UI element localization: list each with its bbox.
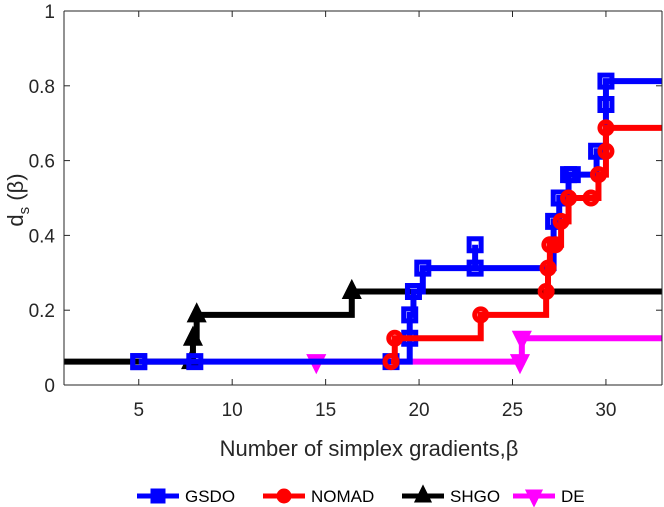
series-gsdo-point bbox=[130, 353, 148, 371]
legend-gsdo-label: GSDO bbox=[185, 487, 235, 506]
series-nomad-point bbox=[589, 166, 607, 184]
series-nomad-point bbox=[537, 283, 555, 300]
series-gsdo-point bbox=[550, 189, 568, 207]
series-shgo-point bbox=[341, 278, 362, 299]
series-gsdo-point bbox=[466, 259, 484, 277]
series-gsdo-point bbox=[597, 72, 615, 90]
x-axis-label: Number of simplex gradients,β bbox=[220, 436, 519, 461]
series-nomad-point bbox=[582, 189, 600, 207]
series-nomad-point bbox=[552, 212, 570, 230]
legend-shgo-label: SHGO bbox=[450, 487, 500, 506]
series-nomad-point bbox=[597, 119, 615, 137]
series-de-point bbox=[511, 330, 532, 351]
x-tick-label: 25 bbox=[502, 400, 523, 421]
legend-nomad-marker bbox=[276, 488, 292, 504]
legend-de-label: DE bbox=[561, 487, 585, 506]
series-nomad-point bbox=[597, 142, 615, 160]
y-axis-label: ds (β) bbox=[3, 173, 33, 226]
series-gsdo-point bbox=[597, 96, 615, 113]
legend: GSDO NOMAD SHGO DE bbox=[137, 484, 585, 507]
series-gsdo-point bbox=[401, 306, 419, 324]
series-gsdo-point bbox=[563, 166, 581, 184]
series-gsdo-point bbox=[588, 142, 606, 160]
legend-de-marker bbox=[524, 489, 544, 507]
legend-gsdo-marker bbox=[150, 488, 166, 504]
legend-shgo-marker bbox=[413, 484, 433, 503]
series-shgo-point bbox=[182, 325, 203, 346]
x-tick-label: 20 bbox=[408, 400, 429, 421]
series-nomad-point bbox=[382, 353, 400, 371]
y-axis-label-subscript: s bbox=[16, 207, 33, 215]
series-nomad-point bbox=[472, 306, 490, 324]
series-nomad-point bbox=[560, 189, 578, 207]
y-axis-label-main: d bbox=[3, 214, 28, 226]
series-nomad-point bbox=[386, 329, 404, 347]
plot-area bbox=[64, 72, 662, 375]
x-tick-label: 10 bbox=[222, 400, 243, 421]
y-tick-label: 0.8 bbox=[29, 77, 55, 98]
series-nomad-point bbox=[539, 259, 557, 277]
series-gsdo-point bbox=[466, 236, 484, 254]
series-gsdo-point bbox=[186, 353, 204, 371]
y-axis-label-rest: (β) bbox=[3, 173, 28, 206]
series-shgo-point bbox=[186, 302, 207, 323]
series-de-point bbox=[509, 354, 531, 375]
y-tick-label: 0.4 bbox=[29, 226, 56, 247]
series-gsdo-point bbox=[404, 283, 422, 300]
axes: 5 10 15 20 25 30 0 0.2 0.4 0.6 0.8 1 bbox=[29, 2, 663, 421]
y-tick-label: 1 bbox=[44, 2, 55, 23]
x-tick-label: 5 bbox=[133, 400, 144, 421]
y-tick-label: 0 bbox=[44, 376, 55, 397]
x-tick-label: 30 bbox=[595, 400, 616, 421]
series-gsdo-point bbox=[414, 259, 432, 277]
y-tick-label: 0.2 bbox=[29, 301, 55, 322]
series-nomad-point bbox=[546, 236, 564, 254]
y-tick-label: 0.6 bbox=[29, 152, 55, 173]
legend-nomad-label: NOMAD bbox=[311, 487, 374, 506]
x-tick-label: 15 bbox=[315, 400, 336, 421]
